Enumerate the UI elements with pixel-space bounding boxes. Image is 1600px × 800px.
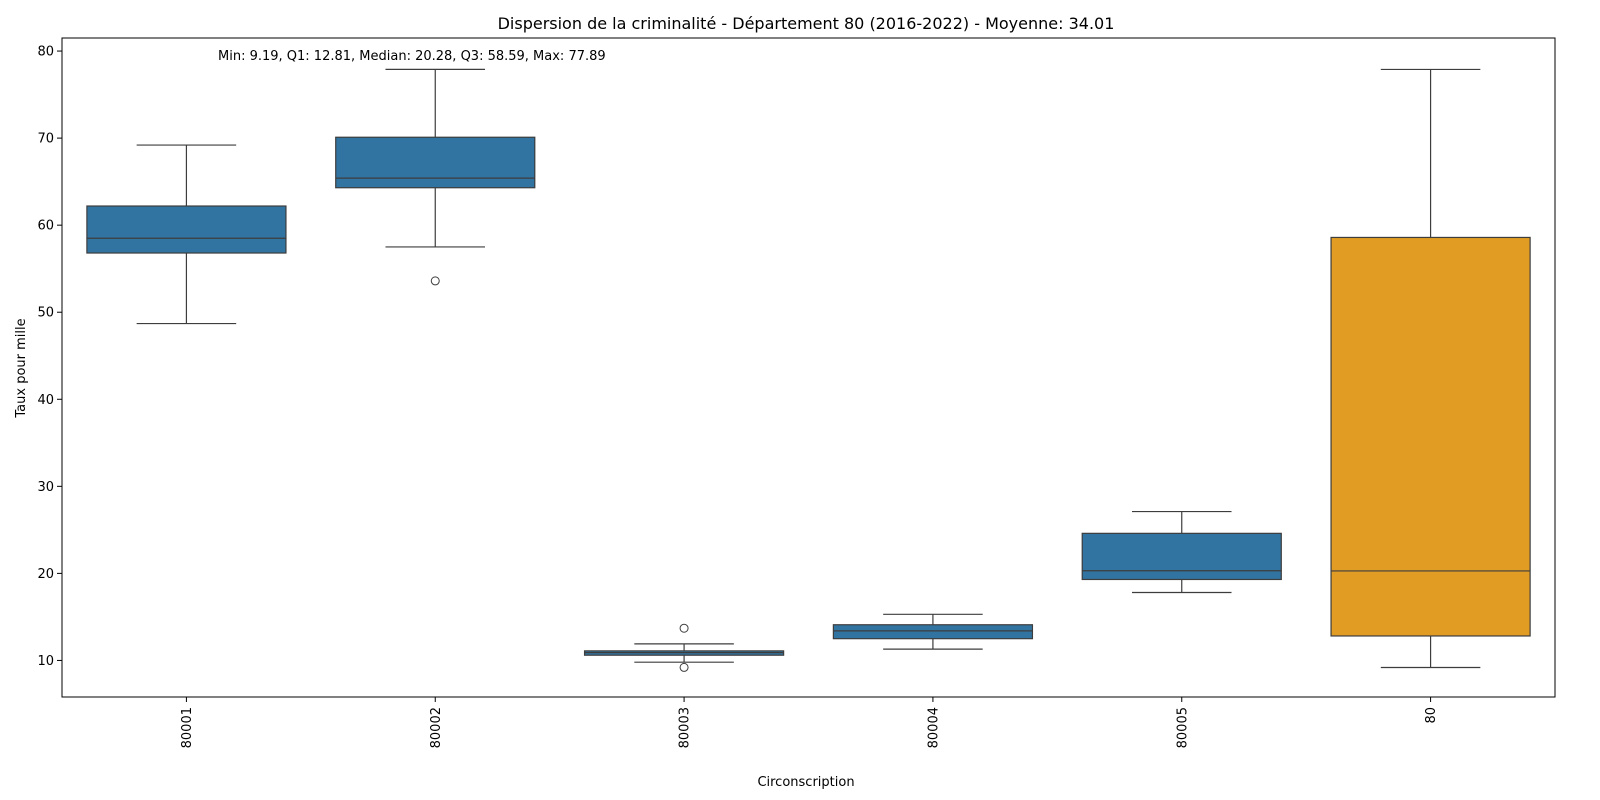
plot-frame	[61, 37, 1556, 698]
box-iqr	[86, 205, 287, 254]
box-iqr	[832, 624, 1034, 640]
plot-area: 10 20 30 40 50 60 70 80 80001 80002 80003 80004 8000…	[37, 45, 1531, 748]
x-tick-label: 80005	[1175, 707, 1190, 748]
box-iqr	[1081, 532, 1282, 581]
x-tick-label: 80001	[180, 707, 195, 748]
y-tick-label: 80	[37, 45, 54, 60]
box-group-80003	[583, 623, 785, 672]
y-tick-label: 10	[37, 654, 54, 669]
y-tick-label: 70	[37, 132, 54, 147]
outlier-point	[430, 276, 440, 286]
outlier-point	[679, 662, 689, 672]
box-iqr	[335, 136, 536, 189]
chart-title: Dispersion de la criminalité - Départeme…	[498, 14, 1115, 33]
y-axis-title: Taux pour mille	[14, 318, 29, 418]
box-iqr	[1330, 236, 1531, 637]
y-tick-label: 30	[37, 480, 54, 495]
x-tick-label: 80004	[926, 707, 941, 748]
box-group-80001	[86, 144, 287, 325]
box-group-80	[1330, 68, 1531, 669]
y-tick-label: 40	[37, 393, 54, 408]
box-group-80004	[832, 613, 1034, 650]
y-tick-label: 50	[37, 306, 54, 321]
x-tick-label: 80002	[429, 707, 444, 748]
outlier-point	[679, 623, 689, 633]
x-axis-title: Circonscription	[757, 775, 854, 790]
y-tick-label: 20	[37, 567, 54, 582]
x-tick-label: 80003	[678, 707, 693, 748]
box-group-80002	[335, 68, 536, 286]
x-tick-label: 80	[1424, 707, 1439, 724]
box-group-80005	[1081, 510, 1282, 594]
y-tick-label: 60	[37, 219, 54, 234]
stats-annotation: Min: 9.19, Q1: 12.81, Median: 20.28, Q3:…	[218, 49, 606, 64]
